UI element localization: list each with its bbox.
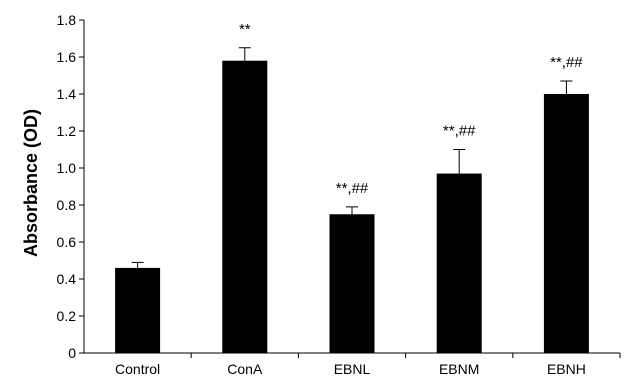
y-ticks: 0 0.2 0.4 0.6 0.8 1.0 1.2 1.4 1.6 1.8 xyxy=(57,12,84,361)
bars xyxy=(115,60,589,353)
bar-cona xyxy=(222,60,268,353)
x-ticks: Control ConA EBNL EBNM EBNH xyxy=(115,353,621,377)
y-axis-label-group: Absorbance (OD) xyxy=(21,109,41,257)
y-tick-label: 0.2 xyxy=(57,308,77,324)
y-tick-label: 1.2 xyxy=(57,123,77,139)
error-bars xyxy=(131,47,573,268)
y-tick-label: 1.8 xyxy=(57,12,77,28)
x-tick-label: EBNM xyxy=(439,361,479,377)
bar-ebnl xyxy=(329,214,375,353)
x-tick-label: ConA xyxy=(227,361,263,377)
bar-control xyxy=(115,267,161,353)
significance-annotations: ** **,## **,## **,## xyxy=(239,21,583,197)
significance-label: **,## xyxy=(550,54,583,71)
bar-ebnh xyxy=(543,94,589,353)
y-tick-label: 1.0 xyxy=(57,160,77,176)
error-bar-cona xyxy=(238,47,251,61)
y-tick-label: 0 xyxy=(68,345,76,361)
significance-label: **,## xyxy=(336,180,369,197)
significance-label: ** xyxy=(239,21,251,38)
error-bar-control xyxy=(131,261,144,268)
y-tick-label: 0.8 xyxy=(57,197,77,213)
y-tick-label: 1.6 xyxy=(57,49,77,65)
error-bar-ebnm xyxy=(453,149,466,174)
error-bar-ebnl xyxy=(346,206,358,215)
error-bar-ebnh xyxy=(560,80,573,94)
y-tick-label: 0.4 xyxy=(57,271,77,287)
y-axis-label: Absorbance (OD) xyxy=(21,109,41,257)
x-tick-label: Control xyxy=(115,361,160,377)
y-tick-label: 0.6 xyxy=(57,234,77,250)
y-tick-label: 1.4 xyxy=(57,86,77,102)
bar-ebnm xyxy=(436,173,482,353)
significance-label: **,## xyxy=(443,123,476,140)
x-tick-label: EBNL xyxy=(334,361,371,377)
x-tick-label: EBNH xyxy=(547,361,586,377)
